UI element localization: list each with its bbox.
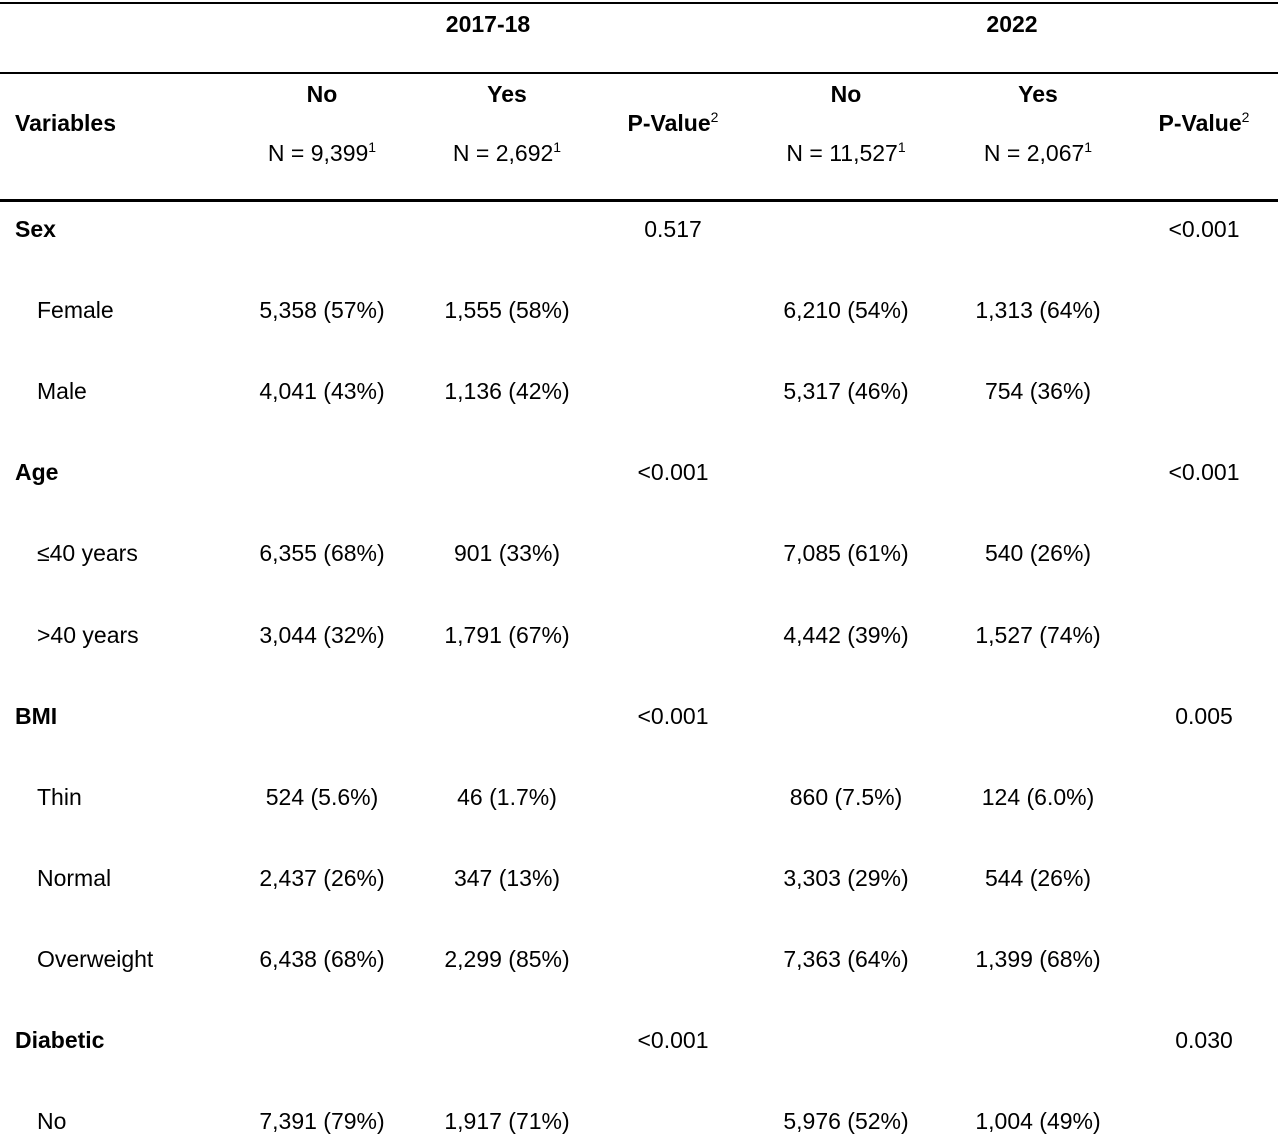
table-cell: 7,363 (64%): [783, 946, 909, 972]
table-cell: 540 (26%): [984, 540, 1092, 566]
level-label: >40 years: [37, 622, 139, 648]
table-cell: 2,299 (85%): [444, 946, 570, 972]
variable-label: Age: [15, 459, 59, 485]
variables-header: Variables: [15, 110, 117, 136]
p-value-2022: <0.001: [1168, 216, 1240, 242]
table-cell: 7,085 (61%): [783, 540, 909, 566]
table-cell: 7,391 (79%): [259, 1108, 385, 1134]
table-cell: 2,437 (26%): [259, 865, 385, 891]
period-header-2017-18: 2017-18: [445, 11, 531, 37]
p-value-2017: 0.517: [644, 216, 702, 242]
table-cell: 6,438 (68%): [259, 946, 385, 972]
top-rule: [0, 2, 1278, 4]
table-cell: 4,041 (43%): [259, 378, 385, 404]
level-label: Male: [37, 378, 87, 404]
group-n-2022-yes: N = 2,0671: [983, 139, 1093, 166]
pvalue-header-2022: P-Value2: [1158, 109, 1250, 136]
variable-label: Sex: [15, 216, 56, 242]
table-cell: 5,976 (52%): [783, 1108, 909, 1134]
level-label: No: [37, 1108, 67, 1134]
group-label-2017-no: No: [306, 81, 338, 107]
group-label-2022-yes: Yes: [1018, 81, 1058, 107]
table-cell: 46 (1.7%): [457, 784, 557, 810]
table-cell: 5,317 (46%): [783, 378, 909, 404]
table-cell: 1,136 (42%): [444, 378, 570, 404]
level-label: Female: [37, 297, 114, 323]
p-value-2022: <0.001: [1168, 459, 1240, 485]
table-cell: 4,442 (39%): [783, 622, 909, 648]
table-cell: 524 (5.6%): [265, 784, 379, 810]
p-value-2017: <0.001: [637, 1027, 709, 1053]
table-cell: 901 (33%): [453, 540, 561, 566]
table-cell: 124 (6.0%): [981, 784, 1095, 810]
group-n-2022-no: N = 11,5271: [786, 139, 906, 166]
header-mid-rule: [0, 72, 1278, 74]
period-header-2022: 2022: [986, 11, 1038, 37]
group-label-2022-no: No: [830, 81, 862, 107]
variable-label: Diabetic: [15, 1027, 105, 1053]
pvalue-header-2017: P-Value2: [627, 109, 719, 136]
table-cell: 5,358 (57%): [259, 297, 385, 323]
table-cell: 6,355 (68%): [259, 540, 385, 566]
level-label: Thin: [37, 784, 82, 810]
table-cell: 1,313 (64%): [975, 297, 1101, 323]
level-label: ≤40 years: [37, 540, 138, 566]
level-label: Overweight: [37, 946, 154, 972]
table-cell: 1,399 (68%): [975, 946, 1101, 972]
p-value-2022: 0.005: [1175, 703, 1233, 729]
table-cell: 347 (13%): [453, 865, 561, 891]
header-bottom-rule: [0, 199, 1278, 202]
table-cell: 1,527 (74%): [975, 622, 1101, 648]
group-n-2017-no: N = 9,3991: [267, 139, 377, 166]
group-label-2017-yes: Yes: [487, 81, 527, 107]
group-n-2017-yes: N = 2,6921: [452, 139, 562, 166]
table-cell: 1,917 (71%): [444, 1108, 570, 1134]
p-value-2022: 0.030: [1175, 1027, 1233, 1053]
p-value-2017: <0.001: [637, 459, 709, 485]
level-label: Normal: [37, 865, 112, 891]
table-cell: 6,210 (54%): [783, 297, 909, 323]
p-value-2017: <0.001: [637, 703, 709, 729]
variable-label: BMI: [15, 703, 58, 729]
table-cell: 1,791 (67%): [444, 622, 570, 648]
table-cell: 1,004 (49%): [975, 1108, 1101, 1134]
table-cell: 544 (26%): [984, 865, 1092, 891]
table-cell: 754 (36%): [984, 378, 1092, 404]
table-cell: 3,303 (29%): [783, 865, 909, 891]
table-cell: 860 (7.5%): [789, 784, 903, 810]
table-cell: 3,044 (32%): [259, 622, 385, 648]
table-cell: 1,555 (58%): [444, 297, 570, 323]
